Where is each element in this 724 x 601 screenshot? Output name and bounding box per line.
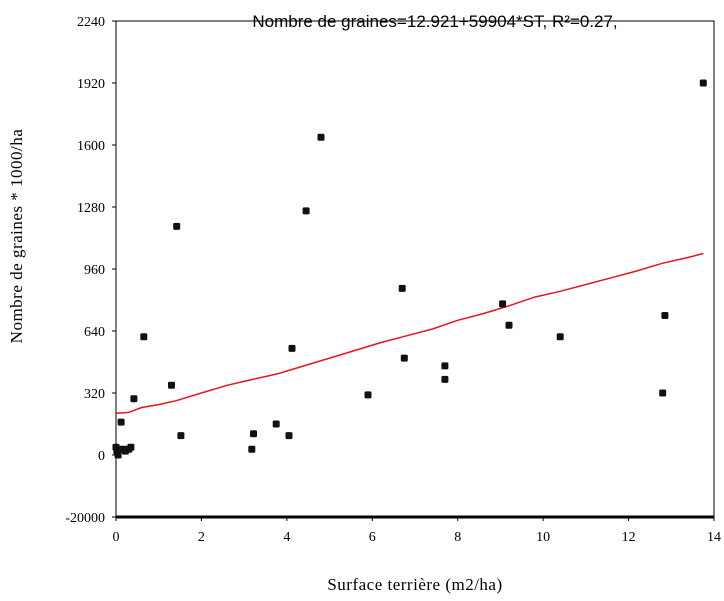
data-point <box>127 443 135 451</box>
x-tick-label: 4 <box>283 530 290 545</box>
data-point <box>140 333 148 341</box>
data-point <box>441 375 449 383</box>
y-tick-label: 320 <box>84 387 105 402</box>
y-axis-title: Nombre de graines * 1000/ha <box>7 129 26 344</box>
data-point <box>114 451 122 459</box>
x-tick-label: 6 <box>369 530 376 545</box>
data-point <box>441 362 449 370</box>
x-axis-ticks: 0 2 4 6 8 10 12 14 <box>113 517 721 545</box>
data-point <box>250 430 257 438</box>
x-tick-label: 10 <box>536 530 550 545</box>
y-axis-ticks: -20000 0 320 640 960 1280 1600 1920 2240 <box>65 15 116 526</box>
data-point <box>400 354 408 362</box>
plot-area <box>115 20 715 518</box>
data-point <box>285 432 293 440</box>
x-tick-label: 2 <box>198 530 205 545</box>
data-point <box>364 391 372 399</box>
x-tick-label: 0 <box>113 530 120 545</box>
x-tick-label: 12 <box>622 530 636 545</box>
data-point <box>248 445 256 453</box>
data-point <box>659 389 667 397</box>
data-point <box>302 207 310 215</box>
y-tick-label: 640 <box>84 325 105 340</box>
data-point <box>661 312 669 319</box>
data-points <box>112 79 707 459</box>
data-point <box>398 284 406 292</box>
data-point <box>130 395 138 403</box>
y-tick-label: 1600 <box>77 139 105 154</box>
regression-line <box>115 252 704 415</box>
x-tick-label: 14 <box>707 530 721 545</box>
data-point <box>117 418 125 426</box>
x-axis-title: Surface terrière (m2/ha) <box>327 575 502 594</box>
data-point <box>499 300 507 308</box>
chart-title: Nombre de graines=12.921+59904*ST, R²=0.… <box>252 12 617 31</box>
data-point <box>699 79 707 87</box>
data-point <box>556 333 564 341</box>
data-point <box>173 222 181 230</box>
x-tick-label: 8 <box>454 530 461 545</box>
y-tick-label: -20000 <box>65 511 105 526</box>
y-tick-label: 1920 <box>77 77 105 92</box>
y-tick-label: 2240 <box>77 15 105 30</box>
data-point <box>288 344 296 352</box>
y-tick-label: 1280 <box>77 201 105 216</box>
data-point <box>317 133 325 141</box>
data-point <box>505 321 513 329</box>
data-point <box>272 420 280 428</box>
y-tick-label: 0 <box>98 449 105 464</box>
data-point <box>177 432 185 440</box>
data-point <box>168 381 175 389</box>
y-tick-label: 960 <box>84 263 105 278</box>
